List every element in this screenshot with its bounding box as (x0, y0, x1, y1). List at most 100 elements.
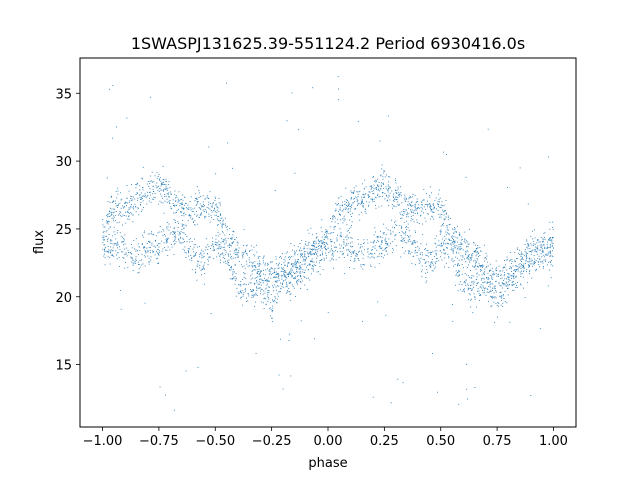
data-point (311, 244, 313, 246)
data-point (515, 269, 517, 270)
data-point (274, 276, 276, 278)
data-point (341, 201, 343, 203)
data-point (508, 276, 510, 278)
data-point (153, 190, 154, 192)
data-point (373, 241, 375, 242)
data-point (417, 246, 419, 248)
data-point (321, 248, 323, 250)
data-point (440, 216, 442, 218)
data-point (351, 237, 353, 239)
data-point (163, 212, 165, 214)
data-point (115, 205, 117, 207)
data-point (465, 251, 467, 253)
data-point (381, 240, 383, 242)
data-point (542, 250, 543, 252)
data-point (172, 234, 174, 235)
data-point (233, 278, 235, 279)
data-point (112, 247, 114, 249)
data-point (142, 234, 143, 236)
data-point (522, 266, 524, 267)
data-point (478, 300, 480, 301)
data-point (334, 216, 335, 217)
data-point (294, 266, 296, 268)
data-point (300, 268, 302, 270)
data-point (357, 193, 359, 195)
data-point (109, 88, 111, 90)
data-point (468, 293, 470, 295)
data-point (202, 205, 203, 207)
data-point (161, 183, 162, 185)
data-point (290, 271, 292, 273)
data-point (108, 234, 110, 236)
data-point (357, 239, 359, 240)
data-point (312, 87, 314, 89)
data-point (190, 254, 192, 256)
data-point (467, 255, 469, 257)
data-point (459, 264, 460, 266)
data-point (200, 261, 202, 263)
data-point (438, 213, 440, 215)
data-point (158, 253, 160, 255)
data-point (120, 235, 122, 237)
data-point (185, 225, 187, 227)
data-point (450, 248, 452, 250)
data-point (527, 246, 529, 248)
data-point (385, 241, 387, 243)
data-point (348, 212, 350, 214)
data-point (411, 243, 413, 245)
data-point (109, 201, 111, 203)
data-point (403, 252, 405, 254)
data-point (516, 247, 518, 249)
data-point (310, 251, 312, 253)
data-point (414, 213, 416, 214)
data-point (314, 246, 315, 248)
data-point (475, 255, 477, 257)
data-point (466, 257, 468, 259)
data-point (285, 275, 287, 277)
data-point (291, 262, 293, 264)
data-point (197, 246, 199, 248)
data-point (467, 398, 468, 400)
data-point (398, 195, 400, 197)
data-point (491, 295, 493, 297)
data-point (506, 285, 508, 287)
data-point (188, 238, 190, 240)
data-point (281, 285, 283, 287)
data-point (243, 272, 245, 274)
data-point (271, 261, 273, 263)
x-tick-label: 0.50 (426, 434, 455, 449)
data-point (116, 245, 118, 246)
data-point (194, 193, 196, 195)
data-point (276, 281, 278, 283)
data-point (495, 260, 497, 262)
data-point (531, 263, 533, 265)
data-point (224, 223, 226, 225)
data-point (272, 307, 274, 309)
data-point (482, 266, 483, 268)
data-point (509, 266, 511, 267)
data-point (171, 244, 172, 245)
data-point (306, 266, 307, 268)
data-point (191, 257, 192, 259)
data-point (146, 203, 148, 205)
data-point (439, 216, 440, 218)
data-point (199, 253, 201, 255)
data-point (380, 188, 382, 190)
data-point (281, 270, 283, 272)
data-point (549, 256, 551, 257)
data-point (362, 254, 364, 256)
data-point (332, 215, 334, 217)
data-point (234, 239, 236, 240)
data-point (349, 251, 351, 253)
data-point (201, 212, 203, 214)
data-point (210, 203, 211, 205)
data-point (252, 289, 254, 291)
data-point (448, 217, 450, 219)
data-point (476, 265, 478, 267)
data-point (444, 240, 446, 241)
data-point (478, 274, 480, 276)
data-point (344, 207, 346, 209)
data-point (469, 299, 471, 301)
data-point (413, 210, 415, 212)
data-point (487, 261, 489, 263)
